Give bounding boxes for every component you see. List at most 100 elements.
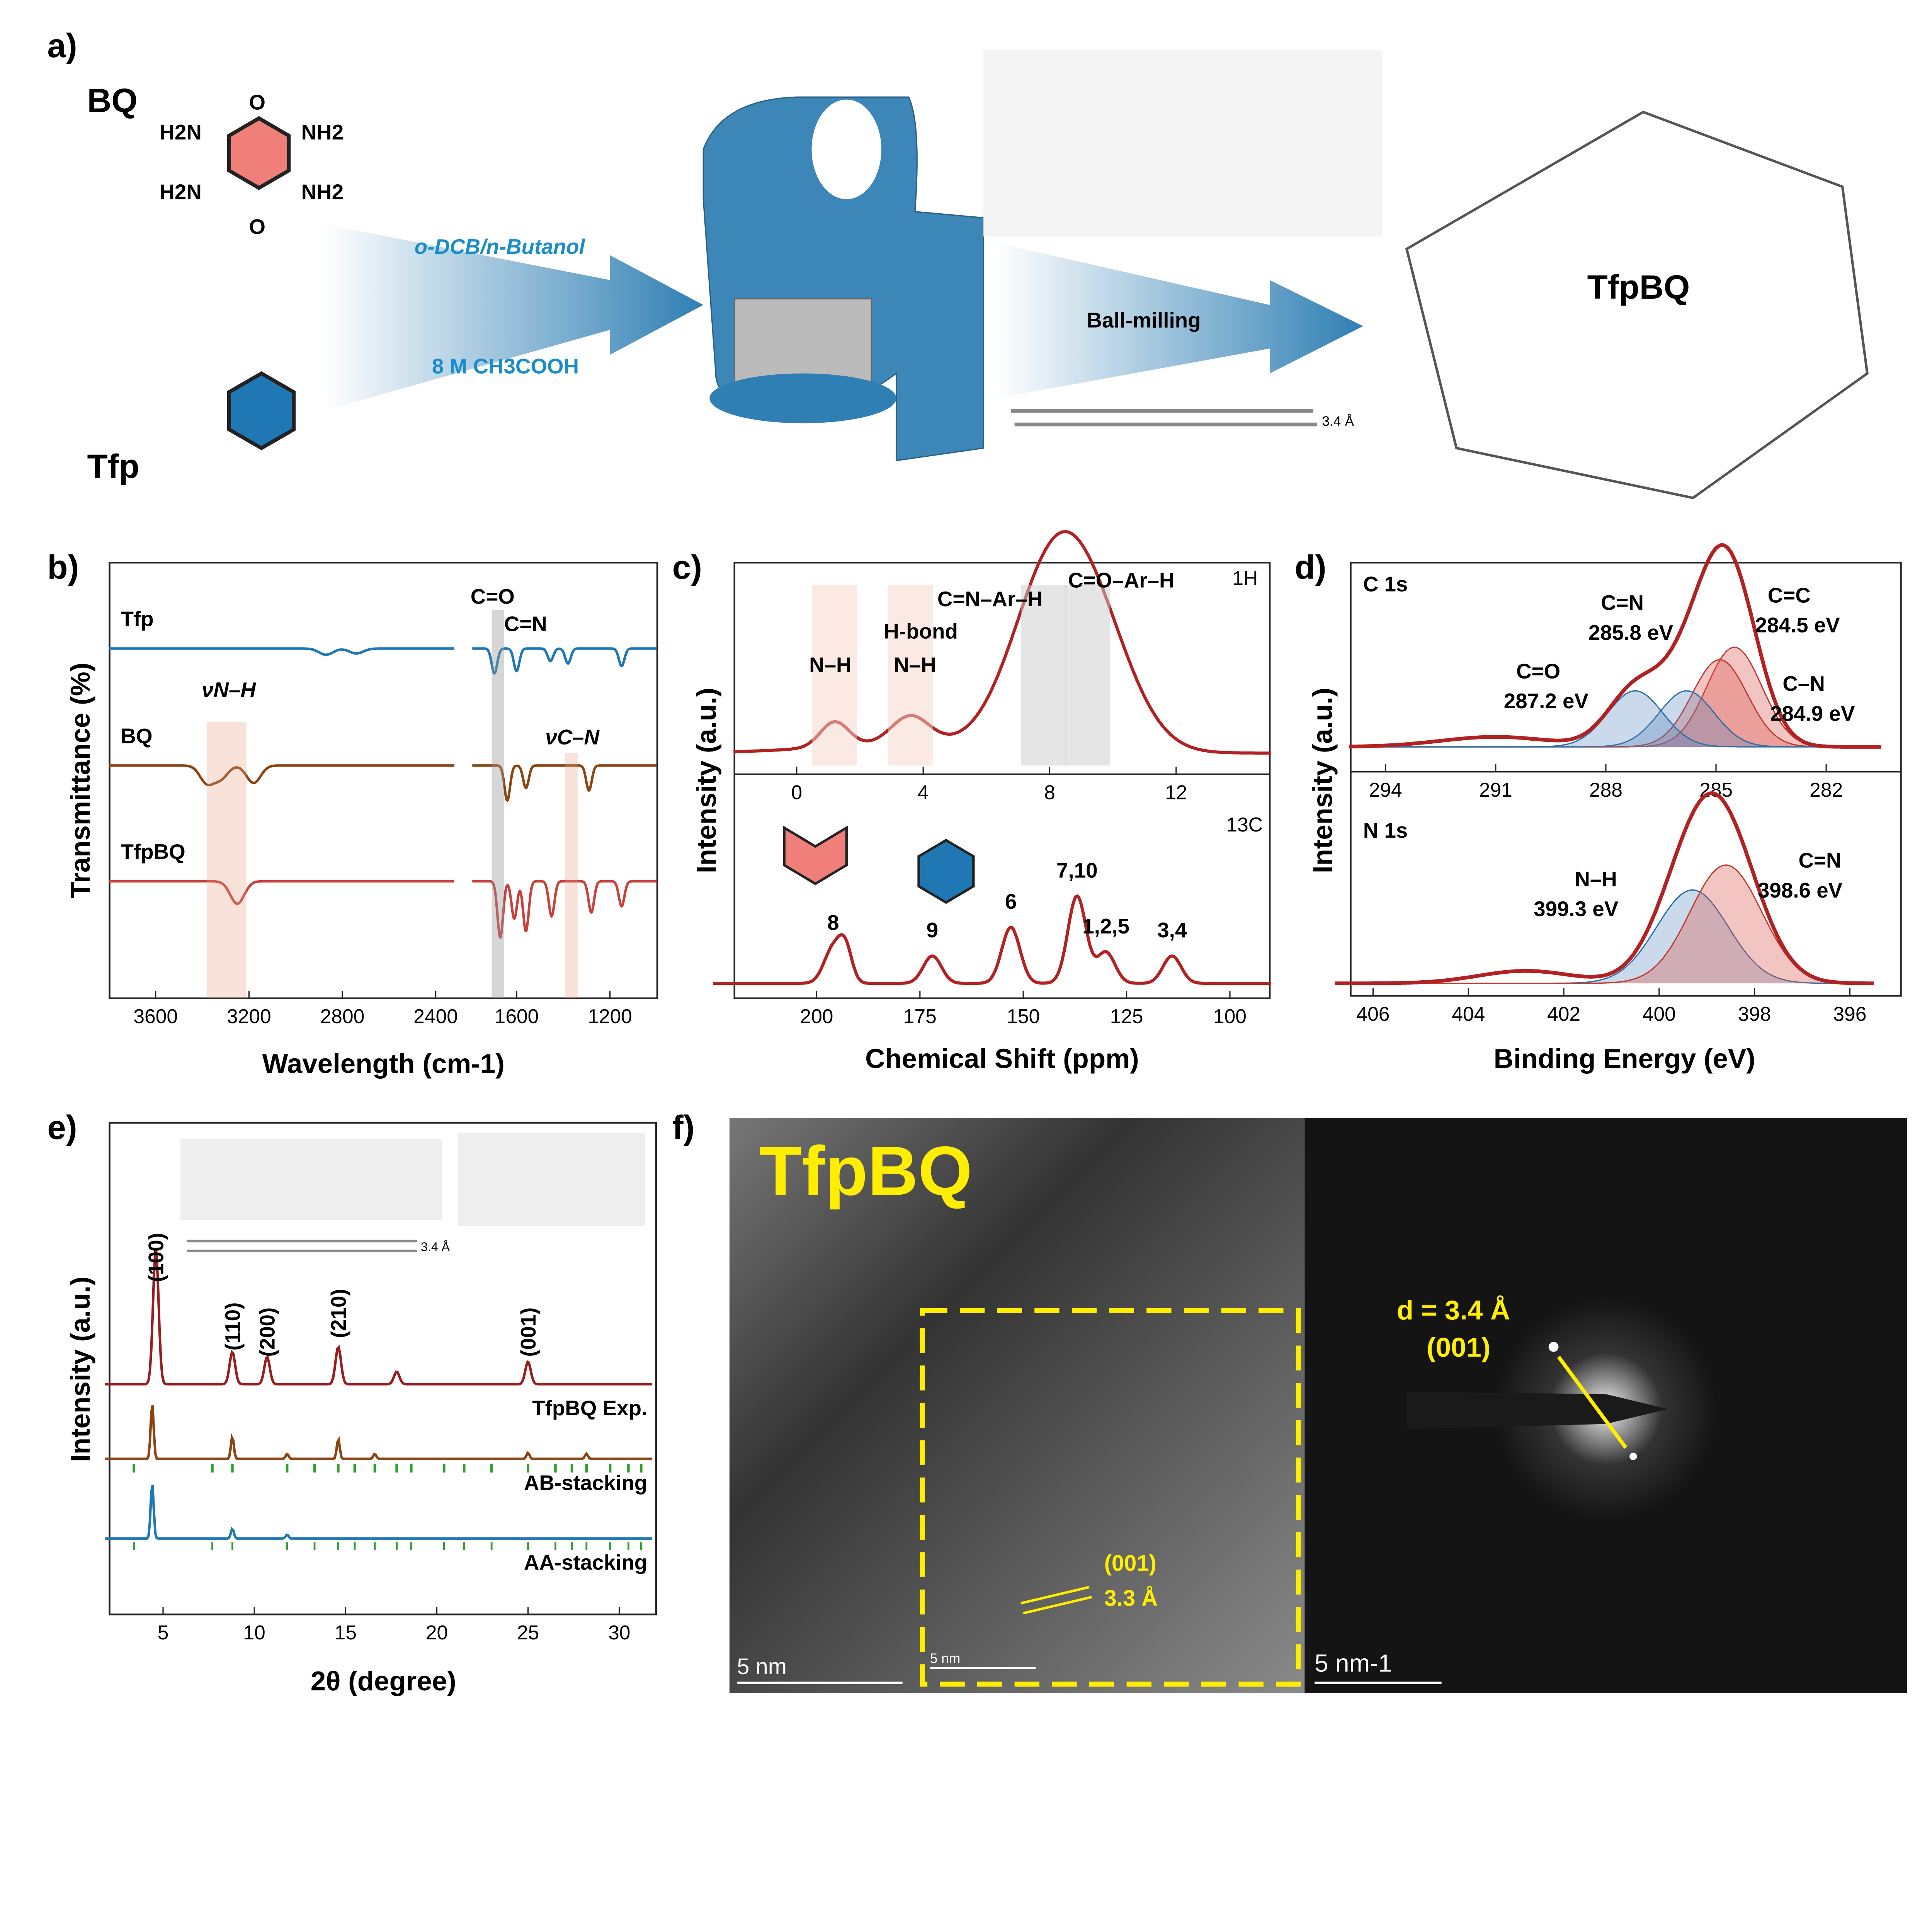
figure: a) BQ O O H2N H2N NH2 NH2 Tfp o-DCB/n-Bu… bbox=[47, 27, 1907, 1697]
interlayer-spacing: 3.4 Å bbox=[1322, 413, 1354, 429]
annot-cn: C=N bbox=[504, 612, 547, 636]
ftir-trace-bq-left bbox=[109, 764, 454, 787]
c1s-peak-energy: 285.8 eV bbox=[1588, 621, 1673, 644]
tfp-label: Tfp bbox=[87, 448, 139, 485]
c1s-peak-energy: 284.5 eV bbox=[1755, 613, 1840, 637]
panel-label-d: d) bbox=[1295, 549, 1327, 586]
hrtem-title: TfpBQ bbox=[759, 1132, 972, 1210]
xrd-peak-label: (100) bbox=[144, 1233, 168, 1282]
ftir-trace-tfpbq-left bbox=[109, 880, 454, 905]
c1s-peak-name: C–N bbox=[1782, 672, 1825, 695]
xrd-series-label: AA-stacking bbox=[524, 1551, 647, 1574]
cof-model-side bbox=[180, 1139, 442, 1220]
c-1h-x-tick-label: 8 bbox=[1044, 781, 1055, 803]
scale-bar-inset: 5 nm bbox=[930, 1651, 961, 1666]
x-axis-label-c: Chemical Shift (ppm) bbox=[865, 1044, 1139, 1074]
annot-1h-peak: C=N–Ar–H bbox=[937, 587, 1043, 611]
c-13c-x-tick-label: 175 bbox=[903, 1005, 937, 1027]
plot-area-e bbox=[109, 1122, 657, 1615]
fringe-spacing: 3.3 Å bbox=[1104, 1586, 1158, 1611]
peak-label-13c: 3,4 bbox=[1157, 918, 1187, 942]
solvent-text: o-DCB/n-Butanol bbox=[415, 235, 586, 258]
annot-hbond: H-bond bbox=[884, 619, 958, 643]
series-label-tfpbq: TfpBQ bbox=[121, 840, 185, 864]
c1s-label: C 1s bbox=[1363, 572, 1408, 596]
b-x-tick-label: 1200 bbox=[588, 1005, 632, 1027]
nmr-1h-highlight bbox=[888, 585, 933, 766]
product-label: TfpBQ bbox=[1587, 269, 1690, 306]
panel-label-a: a) bbox=[47, 27, 77, 65]
b-x-tick-label: 2400 bbox=[413, 1005, 458, 1027]
cn-band-highlight bbox=[565, 753, 578, 998]
plot-area-b bbox=[109, 561, 658, 1000]
xrd-trace-1 bbox=[104, 1405, 652, 1460]
b-x-tick-label: 2800 bbox=[320, 1005, 365, 1027]
e-x-tick-label: 30 bbox=[608, 1621, 630, 1644]
xrd-peak-label: (110) bbox=[221, 1302, 245, 1351]
e-x-tick-label: 5 bbox=[158, 1621, 169, 1644]
d-c1s-x-tick-label: 288 bbox=[1589, 779, 1622, 801]
c-1h-x-tick-label: 12 bbox=[1165, 781, 1187, 803]
ball-milling-text: Ball-milling bbox=[1087, 308, 1201, 332]
saed-d-spacing: d = 3.4 Å bbox=[1397, 1295, 1510, 1326]
d-n1s-x-tick-label: 400 bbox=[1643, 1003, 1676, 1025]
nmr-1h-highlight bbox=[1065, 585, 1110, 766]
xrd-series-label: TfpBQ Exp. bbox=[532, 1396, 647, 1420]
peak-label-13c: 1,2,5 bbox=[1082, 914, 1129, 938]
plot-area-d bbox=[1350, 561, 1902, 997]
d-n1s-x-tick-label: 402 bbox=[1547, 1003, 1580, 1025]
bq-nh2-1: NH2 bbox=[301, 120, 344, 144]
inset-box bbox=[920, 1308, 1301, 1687]
x-axis-label-d: Binding Energy (eV) bbox=[1494, 1044, 1755, 1074]
d-c1s-x-tick-label: 291 bbox=[1479, 779, 1512, 801]
spacing-e: 3.4 Å bbox=[421, 1240, 450, 1254]
panel-a: a) BQ O O H2N H2N NH2 NH2 Tfp o-DCB/n-Bu… bbox=[47, 27, 1869, 500]
ftir-trace-tfp-left bbox=[109, 647, 454, 656]
xrd-peak-label: (210) bbox=[327, 1289, 350, 1338]
nucleus-13c: 13C bbox=[1226, 813, 1263, 836]
x-axis-label-b: Wavelength (cm-1) bbox=[262, 1049, 505, 1079]
e-x-tick-label: 20 bbox=[426, 1621, 448, 1644]
annot-1h-peak: C=O–Ar–H bbox=[1068, 568, 1174, 592]
hrtem-image bbox=[729, 1118, 1305, 1693]
c-13c-x-tick-label: 125 bbox=[1110, 1005, 1143, 1027]
d-n1s-x-tick-label: 398 bbox=[1738, 1003, 1771, 1025]
c-13c-x-tick-label: 150 bbox=[1007, 1005, 1040, 1027]
peak-label-13c: 7,10 bbox=[1056, 858, 1098, 882]
peak-label-13c: 9 bbox=[927, 918, 938, 942]
nmr-1h-highlight bbox=[1021, 585, 1066, 766]
panel-e: e) Intensity (a.u.) 2θ (degree) 3.4 Å 5 1… bbox=[47, 1109, 657, 1697]
c1s-peak-name: C=O bbox=[1516, 659, 1560, 683]
bq-h2n-2: H2N bbox=[159, 180, 202, 204]
reaction-arrow-1 bbox=[323, 224, 704, 411]
annot-1h-peak: N–H bbox=[809, 653, 852, 677]
annot-cn-stretch: νC–N bbox=[545, 725, 600, 749]
molecule-quinone-ring bbox=[783, 825, 848, 886]
annot-1h-peak: N–H bbox=[894, 653, 936, 677]
c1s-peak-energy: 284.9 eV bbox=[1770, 701, 1855, 725]
ftir-trace-tfpbq-right bbox=[472, 880, 657, 940]
scale-bar-saed: 5 nm-1 bbox=[1315, 1649, 1392, 1677]
nh-band-highlight bbox=[206, 722, 247, 998]
d-n1s-x-tick-label: 406 bbox=[1356, 1003, 1389, 1025]
scale-bar-hrtem: 5 nm bbox=[737, 1654, 787, 1679]
series-label-tfp: Tfp bbox=[121, 607, 154, 631]
c1s-peak-energy: 287.2 eV bbox=[1504, 689, 1589, 713]
ball-mill-image bbox=[702, 96, 984, 461]
panel-label-c: c) bbox=[672, 549, 702, 586]
d-n1s-x-tick-label: 404 bbox=[1452, 1003, 1485, 1025]
bq-nh2-2: NH2 bbox=[301, 180, 344, 204]
nmr-1h-highlight bbox=[812, 585, 857, 766]
d-n1s-x-tick-label: 396 bbox=[1833, 1003, 1866, 1025]
b-x-tick-label: 3200 bbox=[227, 1005, 271, 1027]
c1s-envelope bbox=[1349, 543, 1881, 749]
y-axis-label-d: Intensity (a.u.) bbox=[1308, 688, 1338, 873]
molecule-benzene-ring bbox=[917, 838, 975, 904]
cof-model-top bbox=[458, 1132, 645, 1226]
bq-o-top: O bbox=[249, 90, 265, 114]
tfp-ring bbox=[227, 371, 296, 451]
annot-co: C=O bbox=[471, 585, 515, 609]
n1s-peak-energy: 399.3 eV bbox=[1534, 897, 1619, 921]
b-x-tick-label: 3600 bbox=[133, 1005, 178, 1027]
co-band-highlight bbox=[492, 610, 504, 998]
